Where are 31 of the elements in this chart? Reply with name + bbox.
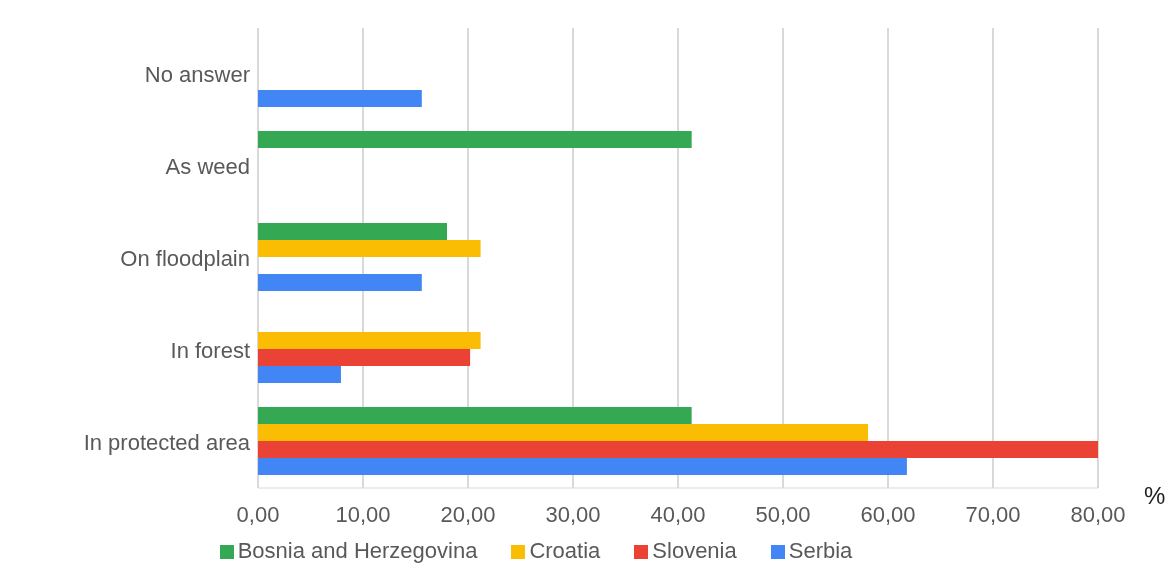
bar: [258, 240, 481, 258]
x-tick-label: 60,00: [860, 501, 916, 527]
bar: [258, 366, 341, 384]
y-tick-label: In forest: [170, 337, 250, 363]
bar: [258, 424, 869, 442]
legend-label: Slovenia: [652, 538, 737, 563]
bar: [258, 441, 1098, 459]
bar: [258, 407, 692, 425]
x-tick-label: 20,00: [440, 501, 496, 527]
x-tick-label: 50,00: [755, 501, 811, 527]
legend-label: Croatia: [529, 538, 601, 563]
bar: [258, 349, 471, 367]
x-tick-label: 30,00: [545, 501, 601, 527]
legend-label: Bosnia and Herzegovina: [237, 538, 478, 563]
bar: [258, 223, 447, 241]
x-tick-label: 80,00: [1070, 501, 1126, 527]
x-axis-title: %: [1144, 482, 1166, 510]
x-tick-label: 70,00: [965, 501, 1021, 527]
y-tick-label: In protected area: [83, 429, 251, 455]
bar: [258, 131, 692, 149]
bar: [258, 274, 422, 292]
legend-label: Serbia: [788, 538, 853, 563]
bar: [258, 332, 481, 350]
y-tick-label: On floodplain: [120, 245, 250, 271]
y-tick-label: No answer: [144, 61, 250, 87]
x-tick-label: 40,00: [650, 501, 706, 527]
x-tick-label: 0,00: [236, 501, 280, 527]
bar: [258, 458, 907, 476]
bar: [258, 90, 422, 108]
y-tick-label: As weed: [165, 153, 250, 179]
x-tick-label: 10,00: [335, 501, 391, 527]
